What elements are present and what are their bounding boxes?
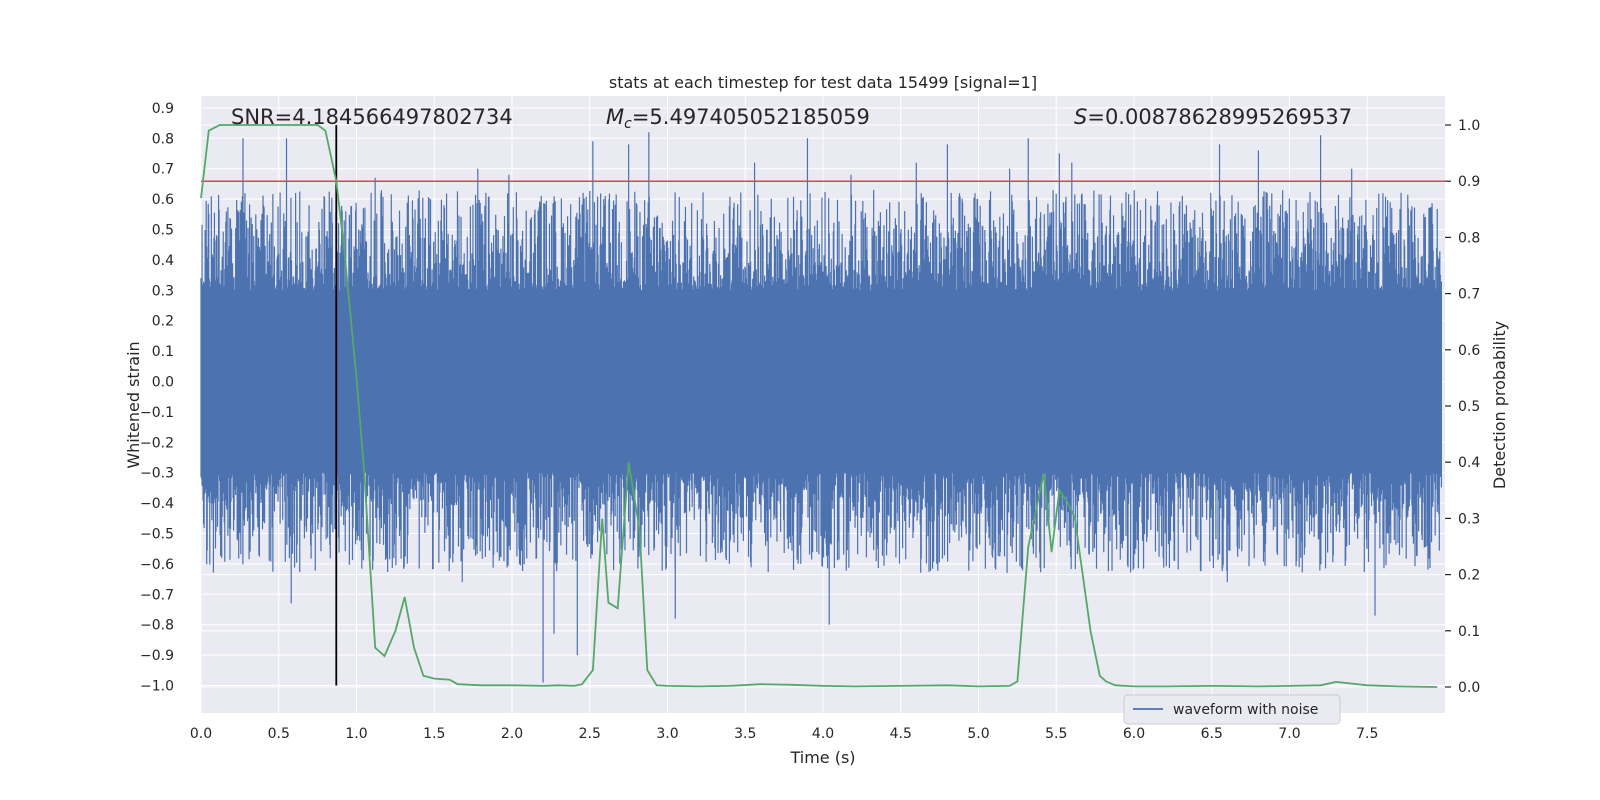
left-tick-label: 0.1: [152, 344, 174, 360]
left-tick-label: 0.0: [152, 375, 174, 391]
x-tick-label: 0.5: [268, 726, 290, 742]
mc-symbol: M: [606, 105, 624, 129]
s-value: =0.00878628995269537: [1087, 105, 1352, 129]
right-tick-label: 0.4: [1458, 455, 1480, 471]
left-tick-label: −0.7: [140, 587, 174, 603]
right-tick-label: 0.2: [1458, 568, 1480, 584]
left-tick-label: −0.1: [140, 405, 174, 421]
x-tick-label: 1.5: [423, 726, 445, 742]
x-tick-label: 6.5: [1201, 726, 1223, 742]
x-tick-label: 0.0: [190, 726, 212, 742]
right-tick-label: 0.5: [1458, 399, 1480, 415]
x-tick-label: 5.0: [967, 726, 989, 742]
right-tick-label: 0.0: [1458, 680, 1480, 696]
x-tick-label: 1.0: [345, 726, 367, 742]
left-tick-label: −0.8: [140, 618, 174, 634]
left-tick-label: 0.8: [152, 131, 174, 147]
right-tick-label: 0.3: [1458, 511, 1480, 527]
x-tick-label: 5.5: [1045, 726, 1067, 742]
legend-box: [1123, 694, 1341, 725]
right-tick-label: 0.8: [1458, 230, 1480, 246]
x-axis-label: Time (s): [789, 748, 855, 767]
x-tick-label: 4.0: [812, 726, 834, 742]
x-axis-ticks: 0.0 0.5 1.0 1.5 2.0 2.5 3.0 3.5 4.0 4.5 5.0 5.5 6.0 6…: [190, 726, 1379, 742]
right-tick-label: 0.6: [1458, 343, 1480, 359]
x-tick-label: 6.0: [1123, 726, 1145, 742]
right-tick-label: 0.9: [1458, 174, 1480, 190]
x-tick-label: 3.5: [734, 726, 756, 742]
legend-label: waveform with noise: [1173, 702, 1318, 718]
right-tick-label: 0.1: [1458, 624, 1480, 640]
left-tick-label: −0.9: [140, 648, 174, 664]
waveform-series: [200, 132, 1442, 683]
left-tick-label: 0.4: [152, 253, 174, 269]
left-tick-label: −0.3: [140, 466, 174, 482]
x-tick-label: 2.0: [501, 726, 523, 742]
left-tick-label: 0.6: [152, 192, 174, 208]
left-tick-label: 0.5: [152, 223, 174, 239]
chart-title: stats at each timestep for test data 154…: [609, 73, 1037, 92]
left-tick-label: 0.7: [152, 162, 174, 178]
x-tick-label: 7.5: [1356, 726, 1378, 742]
left-axis-ticks: 0.9 0.8 0.7 0.6 0.5 0.4 0.3 0.2 0.1 0.0 −0.1 −0.2 −0…: [140, 101, 174, 695]
left-tick-label: −1.0: [140, 679, 174, 695]
waveform-trace: [200, 132, 1442, 683]
x-tick-label: 4.5: [890, 726, 912, 742]
right-tick-label: 1.0: [1458, 118, 1480, 134]
mc-value: =5.497405052185059: [632, 105, 870, 129]
detection-probability-line: [200, 124, 1438, 688]
s-symbol: S: [1074, 105, 1087, 129]
left-tick-label: −0.4: [140, 496, 174, 512]
right-tick-label: 0.7: [1458, 287, 1480, 303]
left-axis-label: Whitened strain: [124, 341, 143, 468]
legend: waveform with noise: [1123, 694, 1341, 725]
x-tick-label: 2.5: [579, 726, 601, 742]
right-axis-label: Detection probability: [1490, 321, 1509, 489]
left-tick-label: 0.2: [152, 314, 174, 330]
chirp-mass-annotation: Mc=5.497405052185059: [606, 105, 870, 132]
left-tick-label: −0.5: [140, 527, 174, 543]
x-tick-label: 7.0: [1278, 726, 1300, 742]
x-tick-label: 3.0: [656, 726, 678, 742]
left-tick-label: −0.6: [140, 557, 174, 573]
s-annotation: S=0.00878628995269537: [1074, 105, 1352, 129]
left-tick-label: 0.3: [152, 283, 174, 299]
right-axis-ticks: 1.0 0.9 0.8 0.7 0.6 0.5 0.4 0.3 0.2 0.1 0.0: [1445, 118, 1480, 696]
mc-subscript: c: [624, 116, 632, 132]
snr-annotation: SNR=4.184566497802734: [231, 105, 513, 129]
left-tick-label: 0.9: [152, 101, 174, 117]
left-tick-label: −0.2: [140, 435, 174, 451]
